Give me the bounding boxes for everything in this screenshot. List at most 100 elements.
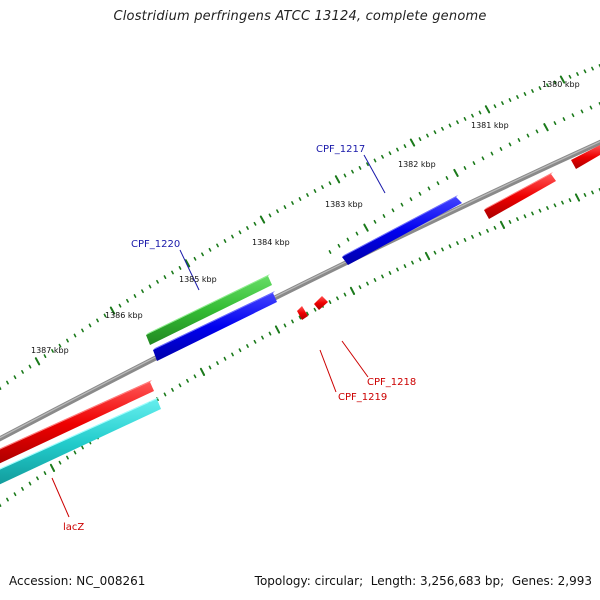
gene-cpf1220-bar[interactable]: [146, 274, 272, 345]
minor-tick: [193, 374, 197, 379]
minor-tick: [141, 289, 144, 294]
minor-tick: [508, 142, 512, 147]
minor-tick: [382, 214, 386, 218]
minor-tick: [499, 147, 503, 151]
gene-cyan-bar[interactable]: [0, 397, 161, 487]
minor-tick: [373, 278, 377, 282]
minor-tick: [246, 226, 249, 230]
minor-tick: [253, 339, 257, 344]
minor-tick: [351, 169, 354, 174]
minor-tick: [373, 158, 377, 163]
gene-blue-lower-bar[interactable]: [153, 291, 277, 361]
minor-tick: [28, 364, 32, 369]
minor-tick: [21, 369, 24, 374]
minor-tick: [306, 311, 309, 316]
gene-cpf1218-bar[interactable]: [314, 296, 328, 310]
minor-tick: [306, 193, 309, 197]
major-tick: [574, 193, 581, 202]
minor-tick: [178, 265, 182, 270]
minor-tick: [366, 162, 369, 167]
minor-tick: [411, 260, 414, 265]
minor-tick: [246, 344, 249, 348]
minor-tick: [268, 331, 272, 336]
tick-label: 1386 kbp: [105, 311, 143, 320]
minor-tick: [148, 284, 152, 289]
gene-red-edge-bar[interactable]: [571, 145, 600, 169]
minor-tick: [517, 138, 521, 142]
gene-label-lacz[interactable]: lacZ: [63, 522, 84, 533]
minor-tick: [508, 98, 512, 102]
minor-tick: [418, 257, 422, 262]
minor-tick: [171, 387, 174, 392]
minor-tick: [21, 486, 24, 491]
minor-tick: [358, 285, 362, 290]
minor-tick: [343, 173, 347, 178]
minor-tick: [346, 237, 350, 242]
minor-tick: [73, 333, 77, 338]
genome-summary: Topology: circular; Length: 3,256,683 bp…: [254, 574, 592, 588]
minor-tick: [6, 380, 9, 385]
minor-tick: [493, 104, 497, 109]
minor-tick: [531, 211, 534, 216]
tick-label: 1384 kbp: [252, 238, 290, 247]
minor-tick: [81, 328, 84, 333]
minor-tick: [463, 166, 467, 170]
major-tick: [543, 123, 549, 132]
gene-label-cpf1219[interactable]: CPF_1219: [338, 392, 387, 403]
minor-tick: [291, 201, 294, 205]
gene-cpf1219-bar[interactable]: [297, 306, 308, 320]
gene-label-cpf1217[interactable]: CPF_1217: [316, 144, 365, 155]
minor-tick: [516, 95, 519, 99]
minor-tick: [553, 121, 557, 125]
label-leader-cpf1218: [341, 340, 369, 378]
minor-tick: [523, 214, 527, 219]
minor-tick: [216, 361, 219, 366]
minor-tick: [328, 250, 332, 254]
minor-tick: [583, 193, 587, 197]
minor-tick: [73, 450, 77, 455]
major-tick: [259, 215, 266, 224]
length-value: 3,256,683 bp: [420, 574, 501, 588]
minor-tick: [126, 298, 129, 303]
minor-tick: [445, 176, 449, 180]
minor-tick: [456, 241, 459, 245]
minor-tick: [493, 225, 497, 230]
minor-tick: [571, 113, 575, 118]
minor-tick: [568, 198, 572, 202]
label-leader-cpf1220: [179, 249, 200, 291]
major-tick: [184, 259, 191, 268]
tick-label: 1387 kbp: [31, 346, 69, 355]
minor-tick: [163, 392, 167, 397]
minor-tick: [486, 228, 489, 233]
minor-tick: [66, 338, 69, 343]
gene-red-right-bar[interactable]: [484, 172, 556, 219]
gene-lacz-bar[interactable]: [0, 380, 154, 466]
minor-tick: [223, 239, 227, 243]
minor-tick: [88, 323, 92, 328]
minor-tick: [448, 244, 452, 249]
major-tick: [559, 75, 566, 84]
minor-tick: [313, 307, 317, 312]
minor-tick: [186, 378, 189, 383]
minor-tick: [546, 83, 549, 88]
minor-tick: [193, 256, 197, 261]
gene-label-cpf1218[interactable]: CPF_1218: [367, 377, 416, 388]
scale-ticks-inner: [328, 102, 600, 254]
tick-label: 1385 kbp: [179, 275, 217, 284]
minor-tick: [298, 315, 302, 320]
minor-tick: [231, 352, 234, 357]
minor-tick: [223, 356, 227, 361]
minor-tick: [96, 318, 99, 323]
tick-label: 1383 kbp: [325, 200, 363, 209]
minor-tick: [501, 101, 504, 105]
minor-tick: [436, 181, 440, 186]
major-tick: [49, 463, 56, 472]
gene-cpf1217-bar[interactable]: [342, 195, 462, 265]
gene-label-cpf1220[interactable]: CPF_1220: [131, 239, 180, 250]
major-tick: [109, 306, 116, 315]
minor-tick: [13, 492, 17, 497]
minor-tick: [238, 348, 242, 353]
minor-tick: [535, 129, 539, 134]
minor-tick: [36, 476, 39, 481]
tick-label: 1381 kbp: [471, 121, 509, 130]
